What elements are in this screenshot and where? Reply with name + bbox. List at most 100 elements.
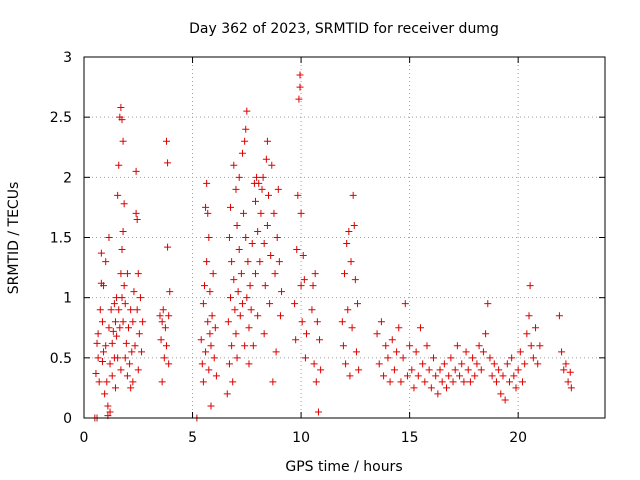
- data-point: [390, 366, 398, 374]
- data-point: [228, 342, 236, 350]
- data-point: [127, 384, 135, 392]
- data-point: [416, 324, 424, 332]
- data-point: [560, 366, 568, 374]
- data-point: [317, 366, 325, 374]
- data-point: [352, 348, 360, 356]
- data-point: [260, 330, 268, 338]
- data-point: [162, 342, 170, 350]
- data-point: [206, 288, 214, 296]
- data-points: [91, 71, 575, 422]
- data-point: [265, 191, 273, 199]
- data-point: [438, 378, 446, 386]
- data-point: [410, 384, 418, 392]
- data-point: [508, 354, 516, 362]
- data-point: [339, 342, 347, 350]
- data-point: [471, 372, 479, 380]
- data-point: [259, 173, 267, 181]
- data-point: [132, 209, 140, 217]
- data-point: [386, 378, 394, 386]
- data-point: [242, 234, 250, 241]
- data-point: [122, 339, 130, 347]
- data-point: [499, 372, 507, 380]
- data-point: [275, 258, 283, 266]
- data-point: [488, 372, 496, 380]
- data-point: [92, 369, 100, 377]
- data-point: [347, 258, 355, 266]
- data-point: [303, 330, 311, 338]
- data-point: [114, 191, 122, 199]
- x-tick-label: 15: [401, 430, 419, 446]
- data-point: [113, 332, 121, 340]
- data-point: [106, 408, 114, 416]
- data-point: [566, 368, 574, 376]
- x-tick-label: 0: [80, 430, 89, 446]
- data-point: [197, 336, 205, 344]
- data-point: [562, 360, 570, 368]
- data-point: [118, 294, 126, 302]
- data-point: [94, 354, 102, 362]
- data-point: [243, 107, 251, 115]
- data-point: [349, 191, 357, 199]
- data-point: [108, 372, 116, 380]
- data-point: [458, 360, 466, 368]
- data-point: [121, 354, 129, 362]
- data-point: [236, 312, 244, 320]
- data-point: [202, 348, 210, 356]
- data-point: [295, 95, 303, 103]
- data-point: [202, 203, 210, 211]
- data-point: [350, 221, 358, 229]
- data-point: [208, 312, 216, 320]
- data-point: [120, 282, 128, 290]
- data-point: [158, 378, 166, 386]
- data-point: [125, 324, 133, 332]
- data-point: [293, 246, 301, 254]
- data-point: [301, 354, 309, 362]
- y-tick-label: 3: [63, 50, 72, 66]
- data-point: [526, 282, 534, 290]
- data-point: [203, 179, 211, 187]
- data-point: [166, 288, 174, 296]
- data-point: [397, 378, 405, 386]
- data-point: [94, 330, 102, 338]
- data-point: [164, 159, 172, 167]
- data-point: [403, 372, 411, 380]
- x-axis-label: GPS time / hours: [285, 459, 402, 475]
- data-point: [95, 378, 103, 386]
- data-point: [98, 318, 106, 326]
- data-point: [268, 161, 276, 169]
- data-point: [345, 227, 353, 235]
- data-point: [477, 366, 485, 374]
- data-point: [423, 342, 431, 350]
- data-point: [101, 390, 109, 398]
- data-point: [399, 354, 407, 362]
- data-point: [117, 104, 125, 112]
- data-point: [527, 342, 535, 350]
- data-point: [207, 342, 215, 350]
- data-point: [129, 318, 137, 326]
- data-point: [271, 270, 279, 278]
- data-point: [432, 372, 440, 380]
- data-point: [311, 270, 319, 278]
- data-point: [212, 372, 220, 380]
- data-point: [157, 336, 165, 344]
- data-point: [510, 372, 518, 380]
- data-point: [105, 234, 113, 241]
- data-point: [380, 372, 388, 380]
- data-point: [449, 378, 457, 386]
- data-point: [532, 324, 540, 332]
- data-point: [247, 306, 255, 314]
- x-tick-label: 10: [292, 430, 310, 446]
- data-point: [440, 360, 448, 368]
- data-point: [209, 270, 217, 278]
- data-point: [298, 318, 306, 326]
- data-point: [451, 366, 459, 374]
- data-point: [111, 384, 119, 392]
- data-point: [294, 191, 302, 199]
- data-point: [165, 360, 173, 368]
- data-point: [136, 294, 144, 302]
- data-point: [272, 348, 280, 356]
- data-point: [204, 209, 212, 217]
- data-point: [96, 306, 104, 314]
- y-tick-label: 0: [63, 411, 72, 427]
